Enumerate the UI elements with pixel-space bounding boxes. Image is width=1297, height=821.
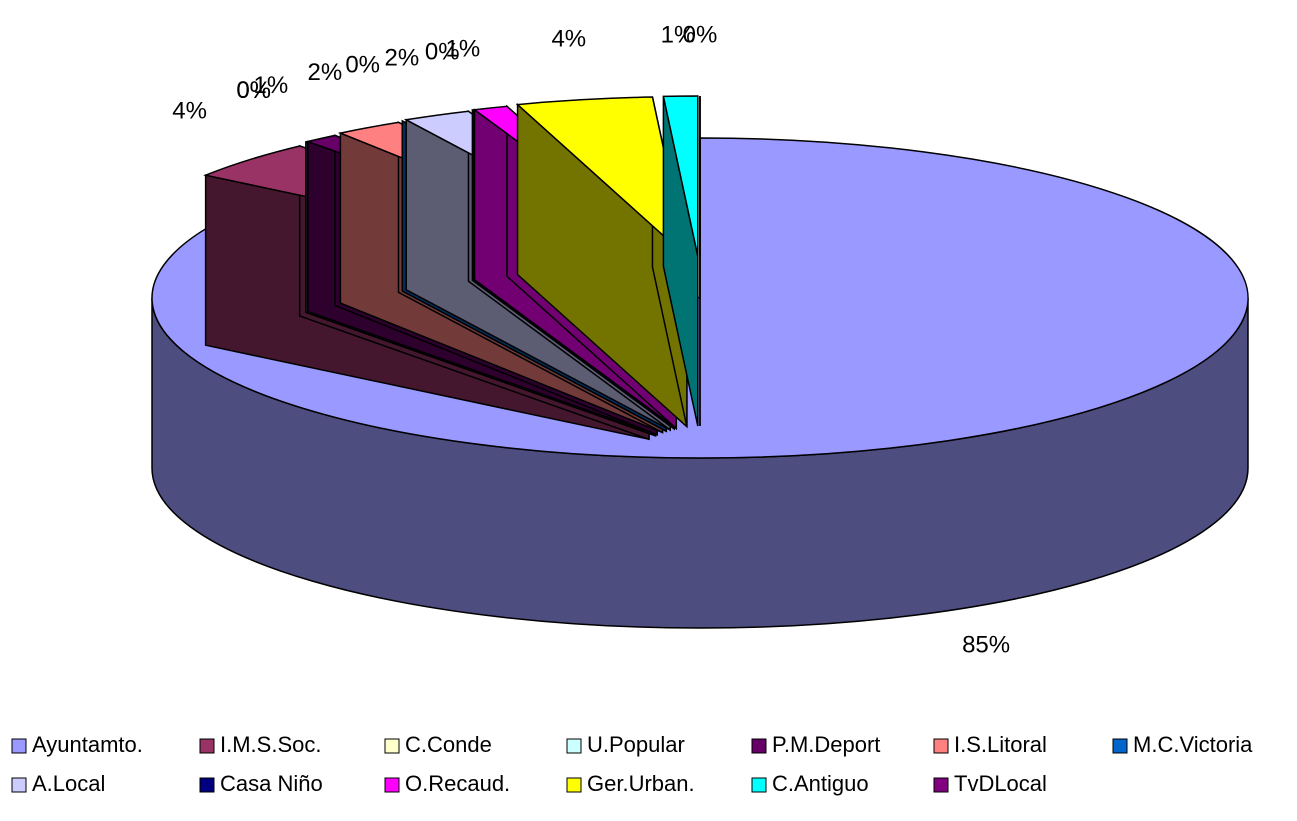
data-label: 0% (683, 21, 718, 48)
legend-swatch (933, 777, 949, 793)
legend-label: U.Popular (587, 732, 685, 757)
legend-swatch (751, 738, 767, 754)
legend-swatch (933, 738, 949, 754)
data-label: 4% (172, 98, 207, 125)
data-label: 0% (236, 77, 271, 104)
legend-label: I.M.S.Soc. (220, 732, 321, 757)
legend-label: Casa Niño (220, 771, 323, 796)
legend-swatch (566, 777, 582, 793)
data-label: 2% (307, 59, 342, 86)
legend-swatch (751, 777, 767, 793)
legend-swatch (566, 738, 582, 754)
slice-top (662, 95, 699, 257)
legend-swatch (384, 738, 400, 754)
legend-label: A.Local (32, 771, 105, 796)
legend-label: O.Recaud. (405, 771, 510, 796)
legend-label: I.S.Litoral (954, 732, 1047, 757)
legend-swatch (1112, 738, 1128, 754)
legend-label: Ayuntamto. (32, 732, 143, 757)
data-label: 85% (962, 632, 1010, 659)
data-label: 1% (661, 21, 696, 48)
legend-swatch (199, 777, 215, 793)
data-label: 4% (551, 26, 586, 53)
legend-label: Ger.Urban. (587, 771, 695, 796)
data-label: 0% (425, 38, 460, 65)
data-label: 1% (445, 36, 480, 63)
legend-swatch (11, 738, 27, 754)
data-label: 2% (385, 44, 420, 71)
legend-label: TvDLocal (954, 771, 1047, 796)
legend-label: M.C.Victoria (1133, 732, 1253, 757)
legend-label: C.Conde (405, 732, 492, 757)
legend-label: C.Antiguo (772, 771, 869, 796)
data-label: 0% (345, 51, 380, 78)
legend-swatch (199, 738, 215, 754)
pie-slice (662, 95, 699, 427)
legend-swatch (384, 777, 400, 793)
legend-label: P.M.Deport (772, 732, 880, 757)
data-label: 1% (253, 72, 288, 99)
data-label: 0% (236, 77, 271, 104)
legend-swatch (11, 777, 27, 793)
slice-top (515, 96, 689, 259)
